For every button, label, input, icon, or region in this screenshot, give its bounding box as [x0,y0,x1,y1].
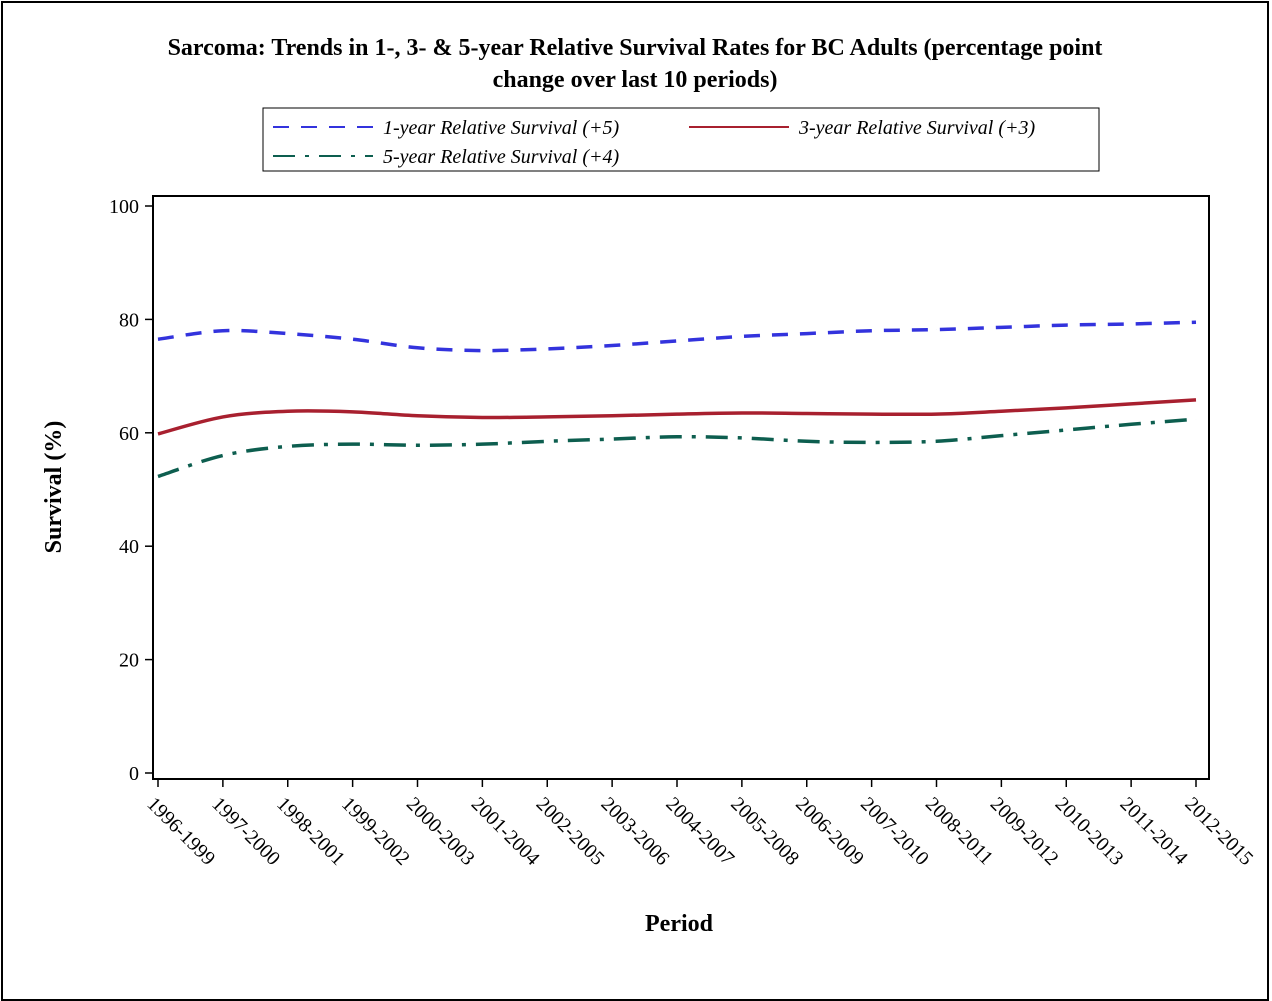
x-tick-label-2001-2004: 2001-2004 [467,793,544,870]
y-tick-label-40: 40 [119,536,139,558]
legend-label-3: 5-year Relative Survival (+4) [383,146,620,168]
x-tick-label-2004-2007: 2004-2007 [661,793,738,870]
y-axis-label: Survival (%) [41,421,67,554]
y-tick-label-100: 100 [109,196,139,218]
x-tick-label-2007-2010: 2007-2010 [856,793,933,870]
y-tick-label-0: 0 [129,763,139,785]
plot-area: 0 20 40 60 80 100 1996-19991997-20001998-20011… [109,196,1257,870]
chart-subtitle: change over last 10 periods) [493,67,778,93]
x-tick-label-2009-2012: 2009-2012 [986,793,1063,870]
x-tick-label-2006-2009: 2006-2009 [791,793,868,870]
x-tick-label-1998-2001: 1998-2001 [272,793,349,870]
legend-label-2: 3-year Relative Survival (+3) [798,117,1036,139]
series-line-3 [158,419,1196,476]
x-tick-label-2002-2005: 2002-2005 [532,793,609,870]
y-tick-label-20: 20 [119,650,139,672]
x-tick-label-2012-2015: 2012-2015 [1180,793,1257,870]
series-line-2 [158,400,1196,434]
x-tick-label-1999-2002: 1999-2002 [337,793,414,870]
y-tick-label-60: 60 [119,423,139,445]
x-tick-label-2003-2006: 2003-2006 [597,793,674,870]
x-tick-label-1997-2000: 1997-2000 [207,793,284,870]
x-tick-label-2011-2014: 2011-2014 [1116,793,1192,869]
legend-label-1: 1-year Relative Survival (+5) [383,117,620,139]
x-tick-label-2008-2011: 2008-2011 [921,793,997,869]
series-line-1 [158,322,1196,350]
line-chart: Sarcoma: Trends in 1-, 3- & 5-year Relat… [3,3,1267,958]
x-axis-label: Period [645,911,714,937]
x-tick-label-2010-2013: 2010-2013 [1051,793,1128,870]
x-tick-label-1996-1999: 1996-1999 [142,793,219,870]
chart-title: Sarcoma: Trends in 1-, 3- & 5-year Relat… [168,35,1103,61]
plot-border [153,196,1209,779]
y-tick-label-80: 80 [119,309,139,331]
x-tick-label-2000-2003: 2000-2003 [402,793,479,870]
x-tick-label-2005-2008: 2005-2008 [726,793,803,870]
legend: 1-year Relative Survival (+5) 3-year Rela… [263,108,1099,171]
